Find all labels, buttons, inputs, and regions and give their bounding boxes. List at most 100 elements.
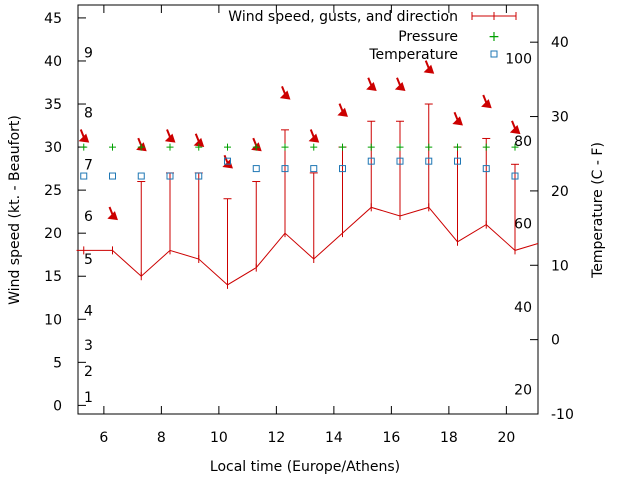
pressure-point xyxy=(454,143,461,151)
wind-direction-arrow xyxy=(164,129,176,143)
pressure-point xyxy=(310,143,318,151)
x-tick-label: 10 xyxy=(210,430,228,446)
pressure-point xyxy=(281,143,289,151)
wind-direction-arrow xyxy=(107,206,118,221)
wind-direction-arrow xyxy=(481,94,492,109)
temperature-point xyxy=(109,172,116,180)
legend-label-temperature: Temperature xyxy=(368,47,458,63)
wind-direction-arrow xyxy=(423,60,435,74)
beaufort-label: 6 xyxy=(84,209,93,225)
y-tick-label: 0 xyxy=(53,398,62,414)
wind-speed-series xyxy=(76,203,539,289)
temperature-point xyxy=(511,172,519,180)
x-tick-label: 20 xyxy=(497,430,515,446)
legend-swatch-temperature xyxy=(490,50,498,58)
x-tick-label: 18 xyxy=(440,430,458,446)
fahrenheit-label: 40 xyxy=(514,300,532,316)
y2-tick-label: -10 xyxy=(551,407,574,423)
pressure-point xyxy=(109,143,116,151)
temperature-point xyxy=(195,172,203,180)
temperature-point xyxy=(137,172,145,180)
temperature-point xyxy=(339,165,346,173)
pressure-point xyxy=(367,143,375,151)
legend-swatch-pressure: + xyxy=(488,29,500,45)
wind-direction-arrow xyxy=(509,120,521,135)
temperature-point xyxy=(425,157,433,165)
pressure-series xyxy=(80,143,519,151)
wind-direction-arrow xyxy=(452,111,463,126)
pressure-point xyxy=(339,143,346,151)
beaufort-label: 2 xyxy=(84,364,93,380)
temperature-point xyxy=(367,157,375,165)
y2-axis-label: Temperature (C - F) xyxy=(590,142,606,279)
y-tick-labels: 0 5 10 15 20 25 30 35 40 45 xyxy=(44,11,62,414)
y-axis-label: Wind speed (kt. - Beaufort) xyxy=(7,115,23,305)
wind-direction-arrow xyxy=(279,86,291,100)
legend: Wind speed, gusts, and direction Pressur… xyxy=(228,9,517,63)
pressure-point xyxy=(425,143,433,151)
y-tick-label: 5 xyxy=(53,355,62,371)
temperature-point xyxy=(396,157,404,165)
wind-speed-line xyxy=(76,206,539,286)
legend-label-pressure: Pressure xyxy=(398,29,458,45)
y-tick-label: 25 xyxy=(44,183,62,199)
pressure-point xyxy=(511,143,519,151)
beaufort-label: 4 xyxy=(84,304,93,320)
y2-tick-label: 20 xyxy=(551,184,569,200)
x-tick-label: 12 xyxy=(267,430,285,446)
temperature-point xyxy=(482,165,490,173)
y2-tick-label: 0 xyxy=(551,333,560,349)
beaufort-label: 3 xyxy=(84,338,93,354)
temperature-point xyxy=(310,165,318,173)
pressure-point xyxy=(137,143,145,151)
temperature-point xyxy=(80,172,88,180)
fahrenheit-labels: 20 40 60 80 100 xyxy=(505,52,532,399)
y-tick-label: 15 xyxy=(44,269,62,285)
wind-direction-arrow xyxy=(78,129,90,143)
y-tick-label: 30 xyxy=(44,140,62,156)
y2-tick-label: 30 xyxy=(551,110,569,126)
wind-direction-arrow xyxy=(394,77,406,92)
beaufort-label: 8 xyxy=(84,106,93,122)
beaufort-labels: 1 2 3 4 5 6 7 8 9 xyxy=(84,45,93,405)
wind-direction-arrows xyxy=(78,60,521,221)
temperature-point xyxy=(166,172,174,180)
pressure-point xyxy=(80,143,88,151)
temperature-point xyxy=(454,157,461,165)
pressure-point xyxy=(195,143,203,151)
x-axis-label: Local time (Europe/Athens) xyxy=(210,459,400,475)
beaufort-label: 9 xyxy=(84,45,93,61)
y2-tick-labels: -10 0 10 20 30 40 xyxy=(551,35,574,423)
beaufort-label: 1 xyxy=(84,390,93,406)
y-tick-label: 40 xyxy=(44,54,62,70)
y-tick-label: 35 xyxy=(44,97,62,113)
x-tick-label: 14 xyxy=(325,430,343,446)
x-tick-label: 8 xyxy=(157,430,166,446)
x-tick-label: 16 xyxy=(382,430,400,446)
temperature-point xyxy=(224,157,231,165)
wind-direction-arrow xyxy=(366,77,377,92)
tick-marks xyxy=(78,5,538,415)
x-tick-labels: 6 8 10 12 14 16 18 20 xyxy=(99,430,515,446)
pressure-point xyxy=(224,143,231,151)
pressure-point xyxy=(166,143,174,151)
pressure-point xyxy=(252,143,260,151)
legend-label-wind: Wind speed, gusts, and direction xyxy=(228,9,458,25)
beaufort-label: 7 xyxy=(84,157,93,173)
wind-direction-arrow xyxy=(337,103,348,117)
fahrenheit-label: 60 xyxy=(514,217,532,233)
y2-tick-label: 10 xyxy=(551,258,569,274)
fahrenheit-label: 100 xyxy=(505,52,532,68)
y-tick-label: 45 xyxy=(44,11,62,27)
beaufort-label: 5 xyxy=(84,252,93,268)
temperature-point xyxy=(252,165,260,173)
temperature-point xyxy=(281,165,289,173)
pressure-point xyxy=(396,143,404,151)
x-tick-label: 6 xyxy=(99,430,108,446)
wind-direction-arrow xyxy=(308,129,320,143)
y-tick-label: 10 xyxy=(44,312,62,328)
y2-tick-label: 40 xyxy=(551,35,569,51)
pressure-point xyxy=(482,143,490,151)
plot-area xyxy=(77,4,539,415)
